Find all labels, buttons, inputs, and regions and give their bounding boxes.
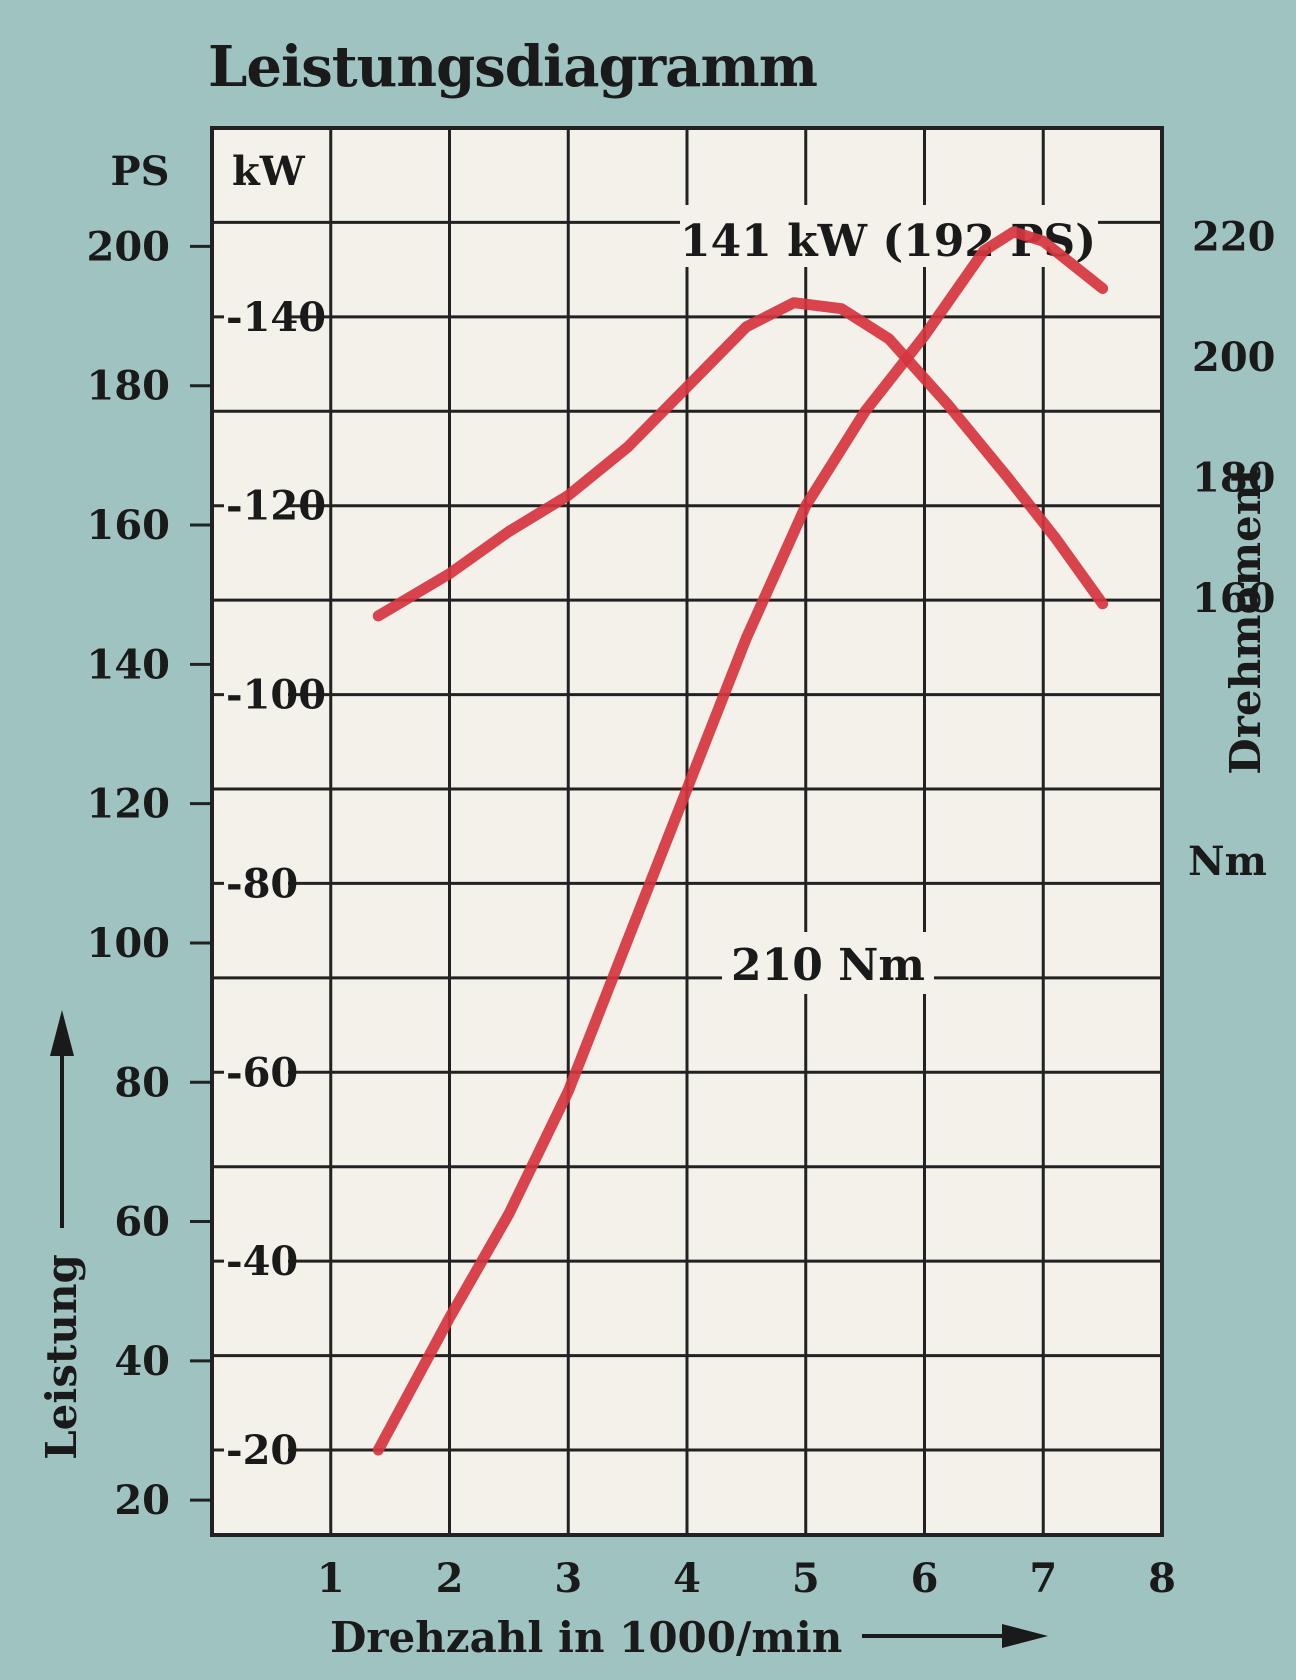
ps-tick-label: 100 <box>87 920 171 967</box>
power-curve-kw <box>372 226 1109 1456</box>
kw-tick-label: -120 <box>226 483 326 530</box>
chart-title: Leistungsdiagramm <box>208 34 817 100</box>
kw-unit-label: kW <box>232 148 306 195</box>
x-tick-label: 5 <box>792 1555 820 1602</box>
kw-label-bg <box>224 857 288 904</box>
x-tick-label: 1 <box>317 1555 345 1602</box>
kw-label-bg <box>224 290 288 337</box>
kw-tick-label: -140 <box>226 294 326 341</box>
x-tick-label: 8 <box>1148 1555 1176 1602</box>
kw-label-bg <box>224 1424 288 1471</box>
ps-tick-label: 180 <box>87 363 171 410</box>
annotation-bg <box>722 932 934 994</box>
kw-tick-label: -100 <box>226 672 326 719</box>
torque-peak-annotation: 210 Nm <box>731 940 925 991</box>
nm-tick-label: 200 <box>1192 334 1276 381</box>
kw-label-bg <box>224 1235 288 1282</box>
ps-tick-label: 20 <box>114 1477 170 1524</box>
nm-unit-label: Nm <box>1188 838 1267 885</box>
x-axis-title: Drehzahl in 1000/min <box>330 1613 842 1662</box>
x-tick-label: 4 <box>673 1555 701 1602</box>
ps-tick-label: 160 <box>87 502 171 549</box>
ps-tick-label: 200 <box>87 223 171 270</box>
kw-label-bg <box>224 1046 288 1093</box>
x-tick-label: 7 <box>1029 1555 1057 1602</box>
ps-tick-label: 40 <box>114 1338 170 1385</box>
kw-tick-label: -80 <box>226 860 298 907</box>
ps-unit-label: PS <box>111 148 170 195</box>
x-tick-label: 2 <box>436 1555 464 1602</box>
kw-label-bg <box>224 479 288 526</box>
ps-tick-label: 120 <box>87 781 171 828</box>
left-axis-arrow-head <box>50 1010 74 1056</box>
kw-label-bg <box>224 668 288 715</box>
x-axis-arrow-head <box>1002 1624 1048 1648</box>
nm-tick-label: 220 <box>1192 213 1276 260</box>
x-tick-label: 6 <box>911 1555 939 1602</box>
kw-tick-label: -20 <box>226 1427 298 1474</box>
x-tick-label: 3 <box>554 1555 582 1602</box>
ps-tick-label: 60 <box>114 1199 170 1246</box>
kw-tick-label: -40 <box>226 1238 298 1285</box>
ps-tick-label: 140 <box>87 641 171 688</box>
left-axis-title: Leistung <box>37 1254 86 1460</box>
nm-tick-label: 160 <box>1192 575 1276 622</box>
right-axis-title: Drehmoment <box>1221 465 1270 775</box>
torque-curve-nm <box>372 297 1109 622</box>
nm-tick-label: 180 <box>1192 454 1276 501</box>
kw-tick-label: -60 <box>226 1049 298 1096</box>
plot-frame <box>210 126 1164 1537</box>
ps-tick-label: 80 <box>114 1059 170 1106</box>
